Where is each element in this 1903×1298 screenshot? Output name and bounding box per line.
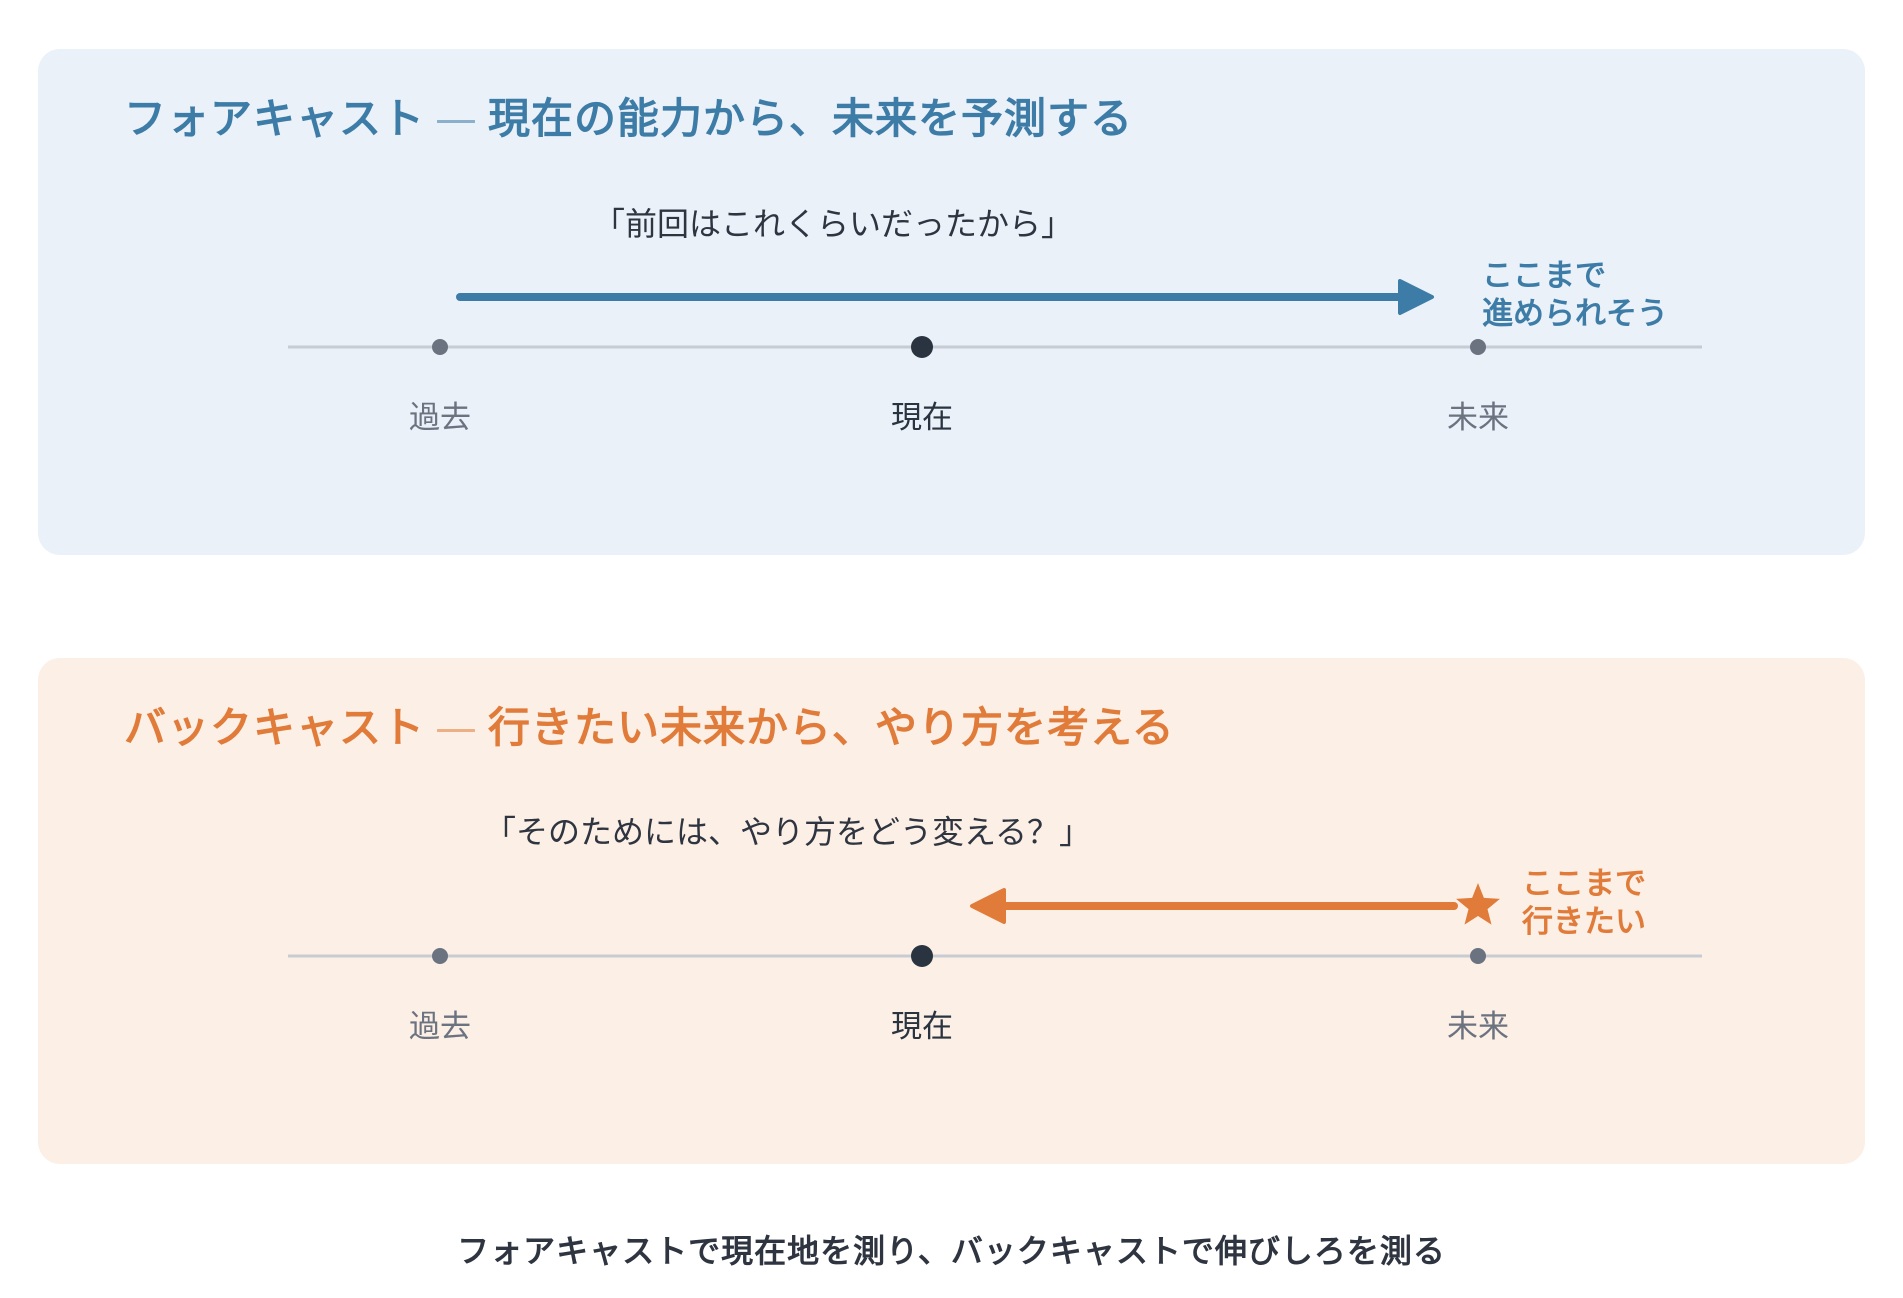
forecast-now-dot xyxy=(911,336,933,358)
forecast-title-sub: 現在の能力から、未来を予測する xyxy=(488,94,1134,143)
backcast-timeline-diagram xyxy=(288,883,1702,967)
forecast-future-dot xyxy=(1470,339,1486,355)
forecast-title: フォアキャスト — 現在の能力から、未来を予測する xyxy=(124,85,1133,146)
backcast-title-dash: — xyxy=(435,703,479,752)
forecast-title-dash: — xyxy=(435,94,479,143)
backcast-note-line1: ここまで xyxy=(1522,866,1646,902)
backcast-label-past: 過去 xyxy=(409,1009,471,1045)
backcast-note: ここまで 行きたい xyxy=(1522,865,1646,941)
forecast-quote: 「前回はこれくらいだったから」 xyxy=(593,205,1074,243)
forecast-note: ここまで 進められそう xyxy=(1482,257,1668,333)
forecast-title-main: フォアキャスト xyxy=(124,94,426,143)
forecast-label-past: 過去 xyxy=(409,400,471,436)
backcast-label-future: 未来 xyxy=(1447,1009,1509,1045)
backcast-arrow-head xyxy=(970,888,1006,924)
backcast-quote: 「そのためには、やり方をどう変える？」 xyxy=(484,813,1092,851)
backcast-title: バックキャスト — 行きたい未来から、やり方を考える xyxy=(124,694,1175,755)
forecast-label-now: 現在 xyxy=(891,400,953,436)
backcast-title-main: バックキャスト xyxy=(124,703,426,752)
forecast-timeline-diagram xyxy=(288,279,1702,358)
forecast-note-line1: ここまで xyxy=(1482,258,1606,294)
summary-caption: フォアキャストで現在地を測り、バックキャストで伸びしろを測る xyxy=(457,1232,1446,1270)
backcast-past-dot xyxy=(432,948,448,964)
forecast-arrow-head xyxy=(1398,279,1434,315)
backcast-future-dot xyxy=(1470,948,1486,964)
backcast-panel: バックキャスト — 行きたい未来から、やり方を考える 「そのためには、やり方をどう変… xyxy=(38,658,1865,1164)
forecast-panel: フォアキャスト — 現在の能力から、未来を予測する 「前回はこれくらいだったから」 … xyxy=(38,49,1865,555)
forecast-label-future: 未来 xyxy=(1447,400,1509,436)
backcast-note-line2: 行きたい xyxy=(1522,904,1646,940)
star-icon xyxy=(1456,883,1500,925)
forecast-past-dot xyxy=(432,339,448,355)
forecast-note-line2: 進められそう xyxy=(1482,296,1668,332)
backcast-title-sub: 行きたい未来から、やり方を考える xyxy=(488,703,1175,752)
backcast-label-now: 現在 xyxy=(891,1009,953,1045)
backcast-now-dot xyxy=(911,945,933,967)
